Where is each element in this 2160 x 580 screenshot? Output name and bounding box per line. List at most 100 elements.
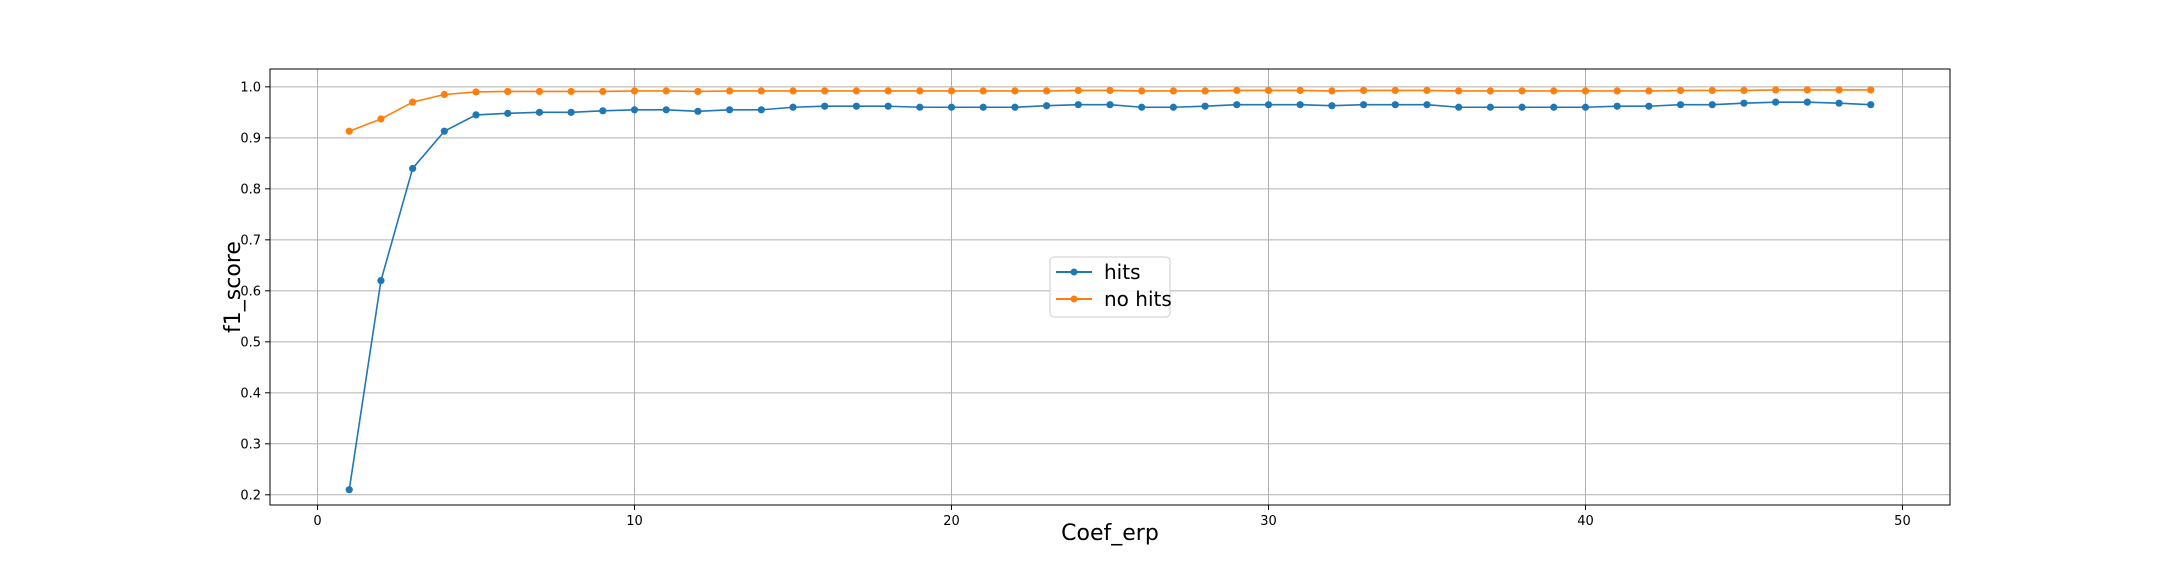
data-point-no-hits [472, 88, 480, 96]
data-point-no-hits [884, 87, 892, 95]
data-point-no-hits [1645, 87, 1653, 95]
data-point-hits [1676, 101, 1685, 109]
data-point-no-hits [345, 127, 353, 135]
data-point-no-hits [757, 87, 765, 95]
data-point-no-hits [567, 87, 575, 96]
data-point-no-hits [1708, 86, 1716, 95]
data-point-no-hits [1740, 86, 1748, 95]
data-point-hits [1867, 101, 1875, 109]
data-point-no-hits [1106, 86, 1114, 95]
x-tick-label: 0 [313, 514, 321, 529]
data-point-no-hits [1867, 86, 1875, 94]
data-point-hits [1011, 103, 1019, 111]
data-point-no-hits [662, 87, 670, 95]
data-point-hits [1772, 98, 1780, 106]
data-point-hits [1455, 103, 1463, 111]
data-point-hits [1106, 101, 1114, 109]
y-tick-label: 0.5 [240, 335, 261, 350]
data-point-hits [1518, 103, 1526, 111]
data-point-no-hits [852, 87, 861, 95]
data-point-hits [757, 106, 765, 114]
data-point-no-hits [535, 87, 544, 96]
y-tick-label: 0.2 [240, 488, 261, 503]
data-point-no-hits [504, 87, 512, 96]
legend-marker-no-hits [1070, 295, 1078, 303]
data-point-no-hits [1043, 87, 1051, 95]
data-point-hits [947, 103, 956, 111]
data-point-no-hits [1676, 86, 1685, 95]
data-point-hits [979, 103, 987, 111]
data-point-hits [1169, 103, 1177, 111]
data-point-hits [504, 109, 512, 117]
data-point-no-hits [1138, 87, 1146, 95]
data-point-no-hits [377, 115, 385, 123]
data-point-no-hits [916, 87, 924, 95]
data-point-no-hits [1074, 86, 1082, 95]
data-point-hits [409, 164, 417, 173]
data-point-hits [1296, 101, 1304, 109]
data-point-hits [472, 111, 480, 119]
y-tick-label: 0.7 [240, 233, 261, 248]
data-point-no-hits [1201, 87, 1209, 95]
data-point-hits [535, 108, 544, 116]
data-point-hits [630, 106, 639, 114]
data-point-hits [1708, 101, 1716, 109]
data-point-hits [1645, 102, 1653, 110]
data-point-no-hits [1296, 86, 1304, 95]
data-point-no-hits [1264, 86, 1273, 95]
x-axis-label: Coef_erp [1061, 521, 1159, 546]
data-point-no-hits [1359, 86, 1368, 95]
data-point-no-hits [1455, 87, 1463, 95]
data-point-no-hits [821, 87, 829, 95]
data-point-hits [1803, 98, 1811, 106]
data-point-no-hits [1550, 87, 1558, 95]
data-point-hits [1264, 101, 1273, 109]
data-point-hits [440, 127, 448, 135]
data-point-no-hits [1772, 86, 1780, 94]
data-point-hits [852, 102, 861, 110]
x-tick-label: 10 [626, 514, 643, 529]
data-point-hits [916, 103, 924, 111]
x-tick-label: 30 [1260, 514, 1277, 529]
data-point-hits [1581, 103, 1590, 111]
data-point-no-hits [979, 87, 987, 95]
data-point-hits [1138, 103, 1146, 111]
data-point-hits [884, 102, 892, 110]
data-point-hits [1391, 101, 1399, 109]
legend-marker-hits [1070, 268, 1078, 276]
y-tick-label: 0.3 [240, 437, 261, 452]
plot-area-frame [269, 68, 1951, 506]
data-point-no-hits [694, 87, 702, 96]
data-point-no-hits [1011, 87, 1019, 95]
data-point-no-hits [1391, 86, 1399, 95]
legend-label-no-hits: no hits [1104, 287, 1172, 311]
data-point-hits [1328, 102, 1336, 110]
data-point-hits [1233, 101, 1241, 109]
data-point-no-hits [789, 87, 797, 95]
data-point-hits [1486, 103, 1494, 111]
x-tick-label: 40 [1577, 514, 1594, 529]
data-point-no-hits [1518, 87, 1526, 95]
data-point-no-hits [1613, 87, 1621, 95]
data-point-no-hits [947, 87, 956, 95]
data-point-no-hits [1581, 87, 1590, 95]
series-no-hits [345, 86, 1875, 135]
data-point-no-hits [440, 90, 448, 99]
y-tick-label: 1.0 [240, 80, 261, 95]
y-tick-label: 0.4 [240, 386, 261, 401]
legend-label-hits: hits [1104, 260, 1141, 284]
data-point-no-hits [1835, 86, 1843, 94]
y-tick-label: 0.6 [240, 284, 261, 299]
legend: hits no hits [1049, 256, 1172, 318]
data-point-no-hits [1328, 87, 1336, 95]
x-tick-label: 50 [1894, 514, 1911, 529]
data-point-hits [1613, 102, 1621, 110]
x-tick-label: 20 [943, 514, 960, 529]
data-point-hits [345, 486, 353, 494]
data-point-hits [694, 107, 702, 115]
axis-ticks: 0 10 20 30 40 50 0.2 0.3 0.4 0.5 0.6 0.7 0.8 0.9 1.0 [240, 80, 1910, 529]
data-point-hits [726, 106, 734, 114]
data-point-hits [377, 277, 385, 285]
